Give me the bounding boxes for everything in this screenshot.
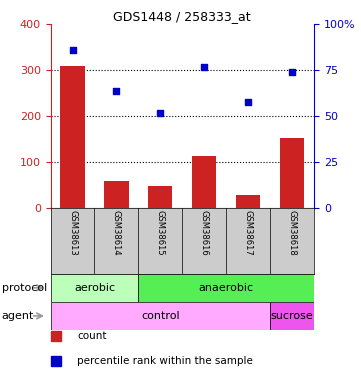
Point — [70, 47, 75, 53]
Text: GSM38613: GSM38613 — [68, 210, 77, 256]
Bar — [192, 156, 216, 208]
Text: aerobic: aerobic — [74, 283, 115, 293]
Text: GSM38618: GSM38618 — [288, 210, 297, 256]
Bar — [236, 195, 260, 208]
Bar — [138, 274, 314, 302]
Title: GDS1448 / 258333_at: GDS1448 / 258333_at — [113, 10, 251, 23]
Point — [245, 99, 251, 105]
Text: GSM38614: GSM38614 — [112, 210, 121, 256]
Text: GSM38615: GSM38615 — [156, 210, 165, 256]
Text: GSM38616: GSM38616 — [200, 210, 209, 256]
Point — [113, 87, 119, 93]
Point — [289, 69, 295, 75]
Text: anaerobic: anaerobic — [199, 283, 254, 293]
Text: percentile rank within the sample: percentile rank within the sample — [77, 356, 253, 366]
Bar — [270, 302, 314, 330]
Point — [201, 64, 207, 70]
Text: sucrose: sucrose — [271, 311, 313, 321]
Bar — [148, 186, 173, 208]
Text: protocol: protocol — [2, 283, 47, 293]
Text: count: count — [77, 331, 106, 341]
Point — [157, 110, 163, 116]
Text: GSM38617: GSM38617 — [244, 210, 253, 256]
Text: agent: agent — [2, 311, 34, 321]
Bar — [104, 182, 129, 208]
Text: control: control — [141, 311, 180, 321]
Bar — [60, 66, 84, 208]
Bar — [51, 302, 270, 330]
Bar — [51, 274, 138, 302]
Bar — [280, 138, 304, 208]
